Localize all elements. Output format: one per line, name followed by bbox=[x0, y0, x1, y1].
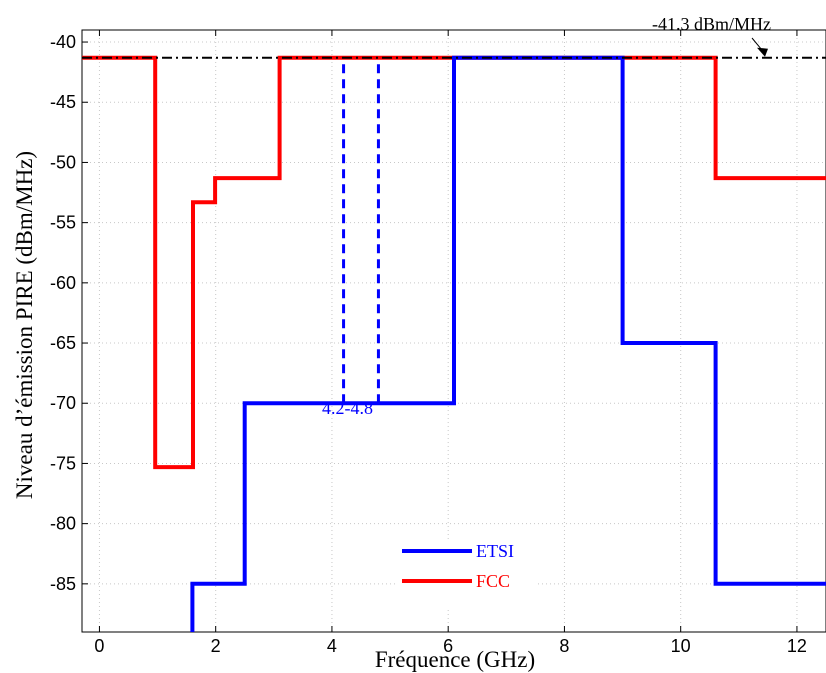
y-tick-label: -60 bbox=[50, 273, 76, 293]
legend: ETSI FCC bbox=[395, 540, 535, 608]
series-layer bbox=[82, 55, 826, 632]
legend-label-fcc: FCC bbox=[476, 571, 510, 591]
plot-frame bbox=[81, 29, 826, 633]
y-tick-label: -80 bbox=[50, 514, 76, 534]
legend-label-etsi: ETSI bbox=[476, 541, 514, 561]
y-tick-label: -70 bbox=[50, 393, 76, 413]
x-tick-label: 6 bbox=[443, 636, 453, 656]
y-tick-label: -65 bbox=[50, 333, 76, 353]
x-axis-label: Fréquence (GHz) bbox=[375, 647, 535, 672]
reference-line-label: -41.3 dBm/MHz bbox=[652, 14, 771, 34]
y-tick-label: -45 bbox=[50, 92, 76, 112]
band-marker-label: 4.2-4.8 bbox=[322, 398, 373, 418]
x-tick-label: 0 bbox=[94, 636, 104, 656]
x-tick-label: 2 bbox=[211, 636, 221, 656]
y-tick-label: -50 bbox=[50, 152, 76, 172]
x-tick-label: 10 bbox=[671, 636, 691, 656]
y-tick-label: -75 bbox=[50, 453, 76, 473]
y-tick-label: -55 bbox=[50, 213, 76, 233]
x-tick-label: 4 bbox=[327, 636, 337, 656]
y-axis-label: Niveau d’émission PIRE (dBm/MHz) bbox=[12, 151, 37, 499]
x-tick-label: 12 bbox=[787, 636, 807, 656]
series-line-fcc bbox=[82, 55, 826, 470]
series-line-etsi bbox=[190, 55, 826, 632]
reference-arrow-head bbox=[757, 47, 768, 57]
reference-layer bbox=[82, 37, 826, 59]
y-tick-label: -85 bbox=[50, 574, 76, 594]
x-tick-label: 8 bbox=[559, 636, 569, 656]
y-tick-label: -40 bbox=[50, 32, 76, 52]
ticks: 0 2 4 6 8 10 12 -40 -45 -50 -55 -60 -65 -70 -75 -80 -85 bbox=[50, 30, 807, 656]
